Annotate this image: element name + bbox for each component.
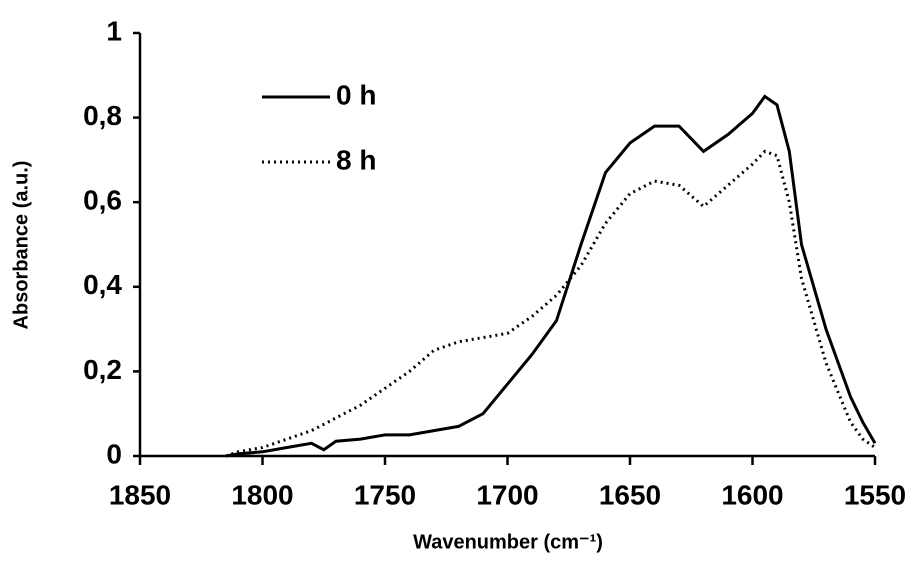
x-tick-label: 1850	[109, 479, 171, 510]
y-tick-label: 0	[106, 438, 122, 469]
data-line	[225, 94, 877, 458]
y-tick-label: 1	[106, 15, 122, 46]
y-axis-title: Absorbance (a.u.)	[10, 161, 32, 330]
y-tick-label: 0,6	[83, 185, 122, 216]
y-tick-label: 0,4	[83, 269, 122, 300]
y-tick-label: 0,2	[83, 354, 122, 385]
x-axis-title: Wavenumber (cm⁻¹)	[413, 531, 603, 553]
x-tick-label: 1550	[844, 479, 906, 510]
legend-label: 8 h	[336, 144, 376, 175]
x-tick-label: 1650	[599, 479, 661, 510]
x-tick-label: 1600	[721, 479, 783, 510]
x-tick-label: 1700	[476, 479, 538, 510]
data-line	[225, 149, 876, 458]
x-tick-label: 1800	[231, 479, 293, 510]
legend-label: 0 h	[336, 79, 376, 110]
x-tick-label: 1750	[354, 479, 416, 510]
y-tick-label: 0,8	[83, 100, 122, 131]
